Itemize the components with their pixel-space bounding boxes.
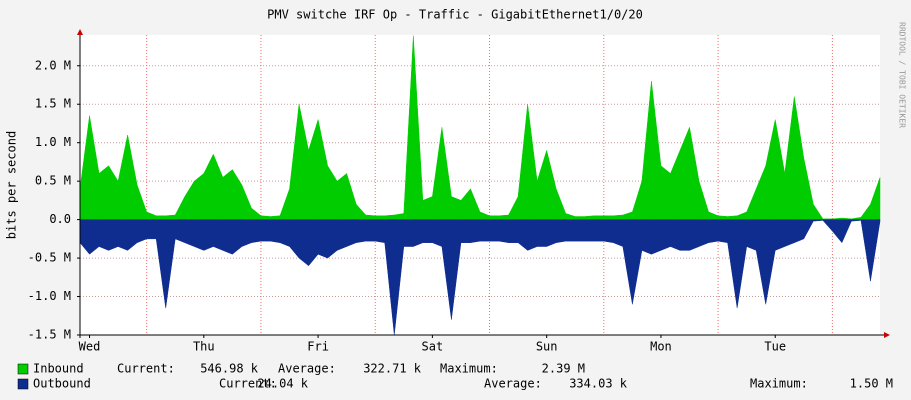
y-tick-label: -1.5 M <box>28 328 71 342</box>
stat-label: Average: <box>484 377 542 391</box>
x-tick-label: Thu <box>193 340 215 354</box>
chart-title: PMV switche IRF Op - Traffic - GigabitEt… <box>267 8 643 22</box>
y-tick-label: -0.5 M <box>28 251 71 265</box>
stat-value: 24.04 k <box>257 377 308 391</box>
stat-value: 1.50 M <box>850 377 893 391</box>
y-tick-label: 0.5 M <box>35 174 71 188</box>
y-axis-label: bits per second <box>5 131 19 239</box>
x-tick-label: Mon <box>650 340 672 354</box>
y-tick-label: 2.0 M <box>35 58 71 72</box>
stat-value: 334.03 k <box>569 377 628 391</box>
x-tick-label: Wed <box>79 340 101 354</box>
y-tick-label: 1.0 M <box>35 135 71 149</box>
x-tick-label: Sat <box>422 340 444 354</box>
stat-label: Current: <box>117 362 175 376</box>
y-tick-label: 0.0 <box>49 212 71 226</box>
stat-value: 322.71 k <box>363 362 422 376</box>
stat-label: Average: <box>278 362 336 376</box>
x-tick-label: Sun <box>536 340 558 354</box>
area <box>79 219 881 336</box>
labels: -1.5 M -1.0 M -0.5 M 0.0 0.5 M 1.0 M 1.5 M 2.0 … <box>17 58 893 391</box>
legend-swatch <box>17 378 29 390</box>
y-tick-label: 1.5 M <box>35 97 71 111</box>
area <box>79 35 881 220</box>
axes <box>77 29 890 338</box>
x-tick-label: Fri <box>307 340 329 354</box>
legend-swatch <box>17 363 29 375</box>
stat-value: 2.39 M <box>542 362 585 376</box>
x-arrow <box>884 332 890 338</box>
stat-label: Maximum: <box>750 377 808 391</box>
y-tick-label: -1.0 M <box>28 289 71 303</box>
stat-value: 546.98 k <box>200 362 259 376</box>
x-tick-label: Tue <box>764 340 786 354</box>
marks <box>79 35 881 336</box>
side-note: RRDTOOL / TOBI OETIKER <box>898 22 907 128</box>
y-arrow <box>77 29 83 35</box>
stat-label: Maximum: <box>440 362 498 376</box>
stat-label: Current: <box>219 377 277 391</box>
legend-label: Outbound <box>33 377 91 391</box>
legend-label: Inbound <box>33 362 84 376</box>
